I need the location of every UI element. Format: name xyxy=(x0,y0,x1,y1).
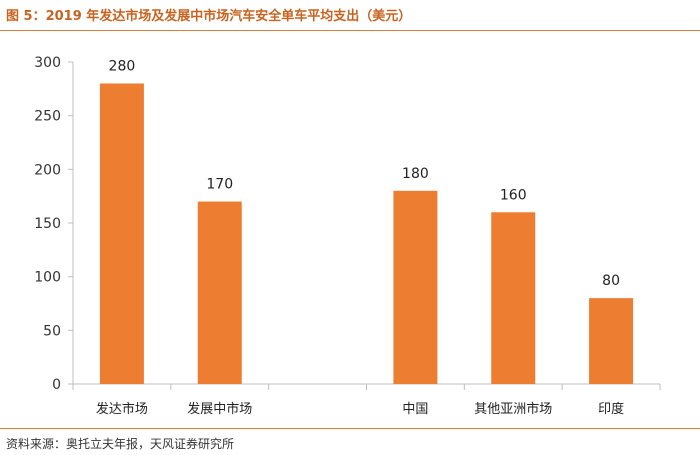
y-tick-label: 250 xyxy=(34,109,61,125)
y-tick-label: 150 xyxy=(34,216,61,232)
x-category-label: 其他亚洲市场 xyxy=(474,401,552,417)
source-rule xyxy=(0,428,700,429)
bar xyxy=(589,298,634,384)
x-category-label: 发展中市场 xyxy=(187,401,252,417)
x-category-label: 印度 xyxy=(598,401,624,417)
data-label: 170 xyxy=(206,177,233,193)
title-rule xyxy=(0,30,700,31)
y-tick-label: 50 xyxy=(43,323,61,339)
data-label: 180 xyxy=(402,166,429,182)
bar xyxy=(491,212,536,384)
y-tick-label: 200 xyxy=(34,162,61,178)
data-label: 280 xyxy=(109,58,136,74)
source-note: 资料来源：奥托立夫年报，天风证券研究所 xyxy=(6,437,235,451)
x-category-label: 中国 xyxy=(402,402,428,417)
data-label: 160 xyxy=(500,187,527,203)
y-tick-label: 300 xyxy=(34,55,61,71)
bar xyxy=(197,201,242,384)
y-tick-label: 0 xyxy=(52,377,61,393)
bar xyxy=(99,83,144,384)
bar xyxy=(393,190,438,384)
data-label: 80 xyxy=(602,273,620,289)
x-category-label: 发达市场 xyxy=(96,401,148,417)
figure-title: 图 5：2019 年发达市场及发展中市场汽车安全单车平均支出（美元） xyxy=(6,9,412,24)
y-tick-label: 100 xyxy=(34,270,61,286)
